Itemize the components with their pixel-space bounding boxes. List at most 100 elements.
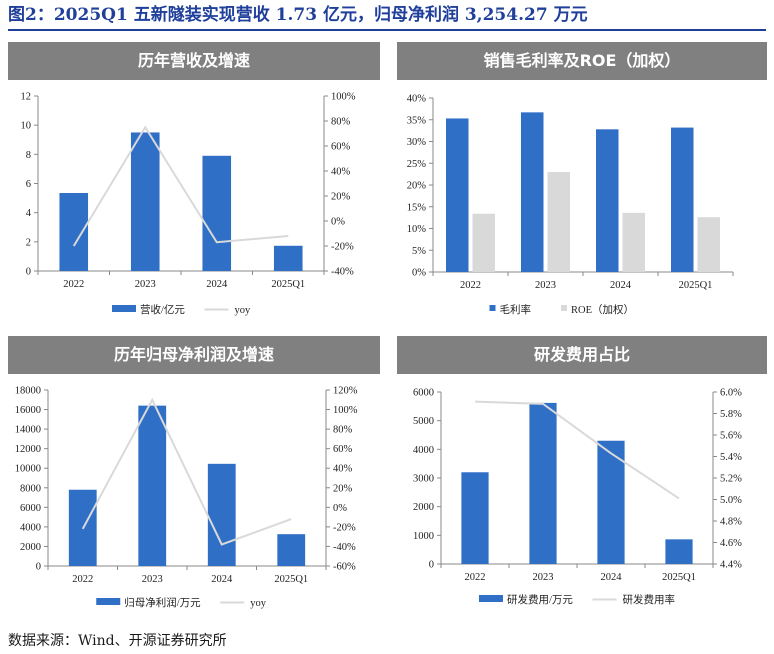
legend-label: ROE（加权） — [571, 303, 634, 316]
right-axis-tick-label: 40% — [333, 464, 353, 475]
right-axis-tick-label: 6.0% — [720, 388, 742, 399]
left-axis-tick-label: 15% — [407, 202, 427, 213]
legend-label: 研发费用率 — [623, 593, 676, 606]
series-line-yoy — [72, 125, 289, 247]
x-axis-category-label: 2024 — [601, 572, 623, 583]
left-axis-tick-label: 10 — [21, 121, 32, 132]
legend-label: 归母净利润/万元 — [124, 596, 201, 609]
x-axis-category-label: 2023 — [533, 572, 554, 583]
left-axis-tick-label: 6000 — [413, 388, 434, 399]
x-axis-category-label: 2022 — [63, 279, 84, 290]
right-axis-tick-label: 100% — [331, 92, 356, 103]
right-axis-tick-label: 5.0% — [720, 495, 742, 506]
bar-bar-2024 — [207, 463, 236, 566]
right-axis-tick-label: -40% — [333, 542, 356, 553]
left-axis-tick-label: 20% — [407, 181, 427, 192]
data-source-note: 数据来源：Wind、开源证券研究所 — [8, 633, 227, 649]
left-axis-tick-label: 0 — [429, 560, 434, 571]
right-axis-tick-label: 100% — [333, 405, 358, 416]
left-axis-tick-label: 0 — [26, 267, 31, 278]
right-axis-tick-label: -60% — [333, 562, 356, 573]
x-axis-category-label: 2024 — [211, 574, 233, 585]
legend-swatch-bar — [96, 598, 121, 605]
left-axis-tick-label: 0% — [412, 268, 426, 279]
left-axis-tick-label: 1000 — [413, 531, 434, 542]
margin-roe-chart: 0% 5% 10% 15% 20% 25% 30% 35% 40% 2022 2023 2024 202… — [407, 94, 734, 316]
left-axis-tick-label: 40% — [407, 94, 427, 105]
bar-bar-2023 — [138, 405, 167, 566]
bar-bar-2024 — [597, 440, 625, 564]
right-axis-tick-label: 0% — [331, 217, 345, 228]
left-axis-tick-label: 25% — [407, 159, 427, 170]
right-axis-tick-label: -20% — [333, 522, 356, 533]
bar-bar-2023 — [130, 132, 160, 271]
x-axis-category-label: 2025Q1 — [271, 279, 305, 290]
right-axis-tick-label: 60% — [333, 444, 353, 455]
left-axis-tick-label: 35% — [407, 115, 427, 126]
left-axis-tick-label: 5% — [412, 246, 426, 257]
right-axis-tick-label: 5.6% — [720, 431, 742, 442]
x-axis-category-label: 2024 — [610, 280, 632, 291]
legend-swatch-bar — [112, 305, 136, 312]
bar-bar-2024 — [596, 129, 619, 272]
panel-title: 研发费用占比 — [397, 336, 767, 374]
bar-bar2-2022 — [472, 213, 495, 272]
bar-bar-2022 — [59, 192, 89, 271]
right-axis-tick-label: 4.4% — [720, 560, 742, 571]
bar-bar-2025Q1 — [665, 539, 693, 564]
chart-panel-rnd: 研发费用占比 0 1000 2000 3000 4000 5000 6000 4.4% 4.6%… — [397, 336, 767, 626]
series-line-yoy — [81, 397, 292, 546]
figure-title: 图2：2025Q1 五新隧装实现营收 1.73 亿元，归母净利润 3,254.2… — [8, 5, 588, 25]
left-axis-tick-label: 14000 — [15, 425, 41, 436]
legend-swatch-bar — [489, 305, 496, 311]
bar-bar-2023 — [529, 402, 557, 564]
x-axis-category-label: 2024 — [206, 279, 228, 290]
x-axis-category-label: 2025Q1 — [662, 572, 696, 583]
bar-bar2-2023 — [547, 171, 570, 272]
right-axis-tick-label: 60% — [331, 142, 351, 153]
x-axis-category-label: 2023 — [135, 279, 156, 290]
right-axis-tick-label: 0% — [333, 503, 347, 514]
chart-panel-revenue: 历年营收及增速 0 2 4 6 8 10 12 -40% -20% 0% 20% 40% 60% 80% 1… — [8, 42, 380, 330]
bar-bar2-2024 — [622, 212, 645, 272]
left-axis-tick-label: 4000 — [20, 522, 41, 533]
chart-panel-net-profit: 历年归母净利润及增速 0 2000 4000 6000 8000 10000 12000 14… — [8, 336, 380, 626]
x-axis-category-label: 2025Q1 — [679, 280, 713, 291]
right-axis-tick-label: 20% — [333, 483, 353, 494]
x-axis-category-label: 2023 — [535, 280, 556, 291]
x-axis-category-label: 2022 — [460, 280, 481, 291]
left-axis-tick-label: 4 — [26, 208, 32, 219]
right-axis-tick-label: 4.6% — [720, 538, 742, 549]
left-axis-tick-label: 8 — [26, 150, 31, 161]
panel-title: 历年营收及增速 — [8, 42, 380, 80]
chart-panel-margin-roe: 销售毛利率及ROE（加权） 0% 5% 10% 15% 20% 25% 30% 35% 40% 2… — [397, 42, 767, 330]
left-axis-tick-label: 16000 — [15, 405, 41, 416]
x-axis-category-label: 2023 — [142, 574, 163, 585]
right-axis-tick-label: 120% — [333, 386, 358, 397]
title-underline — [8, 29, 766, 31]
legend-label: yoy — [250, 598, 267, 609]
right-axis-tick-label: 40% — [331, 167, 351, 178]
series-line-研发费用率 — [474, 400, 680, 500]
left-axis-tick-label: 0 — [36, 562, 41, 573]
bar-bar-2025Q1 — [671, 127, 694, 272]
right-axis-tick-label: -20% — [331, 242, 354, 253]
x-axis-category-label: 2022 — [72, 574, 93, 585]
net-profit-chart: 0 2000 4000 6000 8000 10000 12000 14000 16000 180… — [15, 386, 358, 610]
bar-bar-2024 — [202, 155, 232, 271]
legend-swatch-bar — [561, 305, 567, 311]
left-axis-tick-label: 10% — [407, 224, 427, 235]
right-axis-tick-label: -40% — [331, 267, 354, 278]
bar-bar-2022 — [461, 472, 489, 564]
right-axis-tick-label: 5.8% — [720, 409, 742, 420]
left-axis-tick-label: 4000 — [413, 445, 434, 456]
legend-label: 营收/亿元 — [140, 303, 185, 316]
left-axis-tick-label: 6000 — [20, 503, 41, 514]
bar-bar2-2025Q1 — [697, 217, 720, 272]
bar-bar-2023 — [521, 112, 544, 272]
left-axis-tick-label: 6 — [26, 179, 31, 190]
left-axis-tick-label: 12 — [21, 92, 32, 103]
left-axis-tick-label: 2 — [26, 237, 31, 248]
left-axis-tick-label: 2000 — [20, 542, 41, 553]
left-axis-tick-label: 12000 — [15, 444, 41, 455]
